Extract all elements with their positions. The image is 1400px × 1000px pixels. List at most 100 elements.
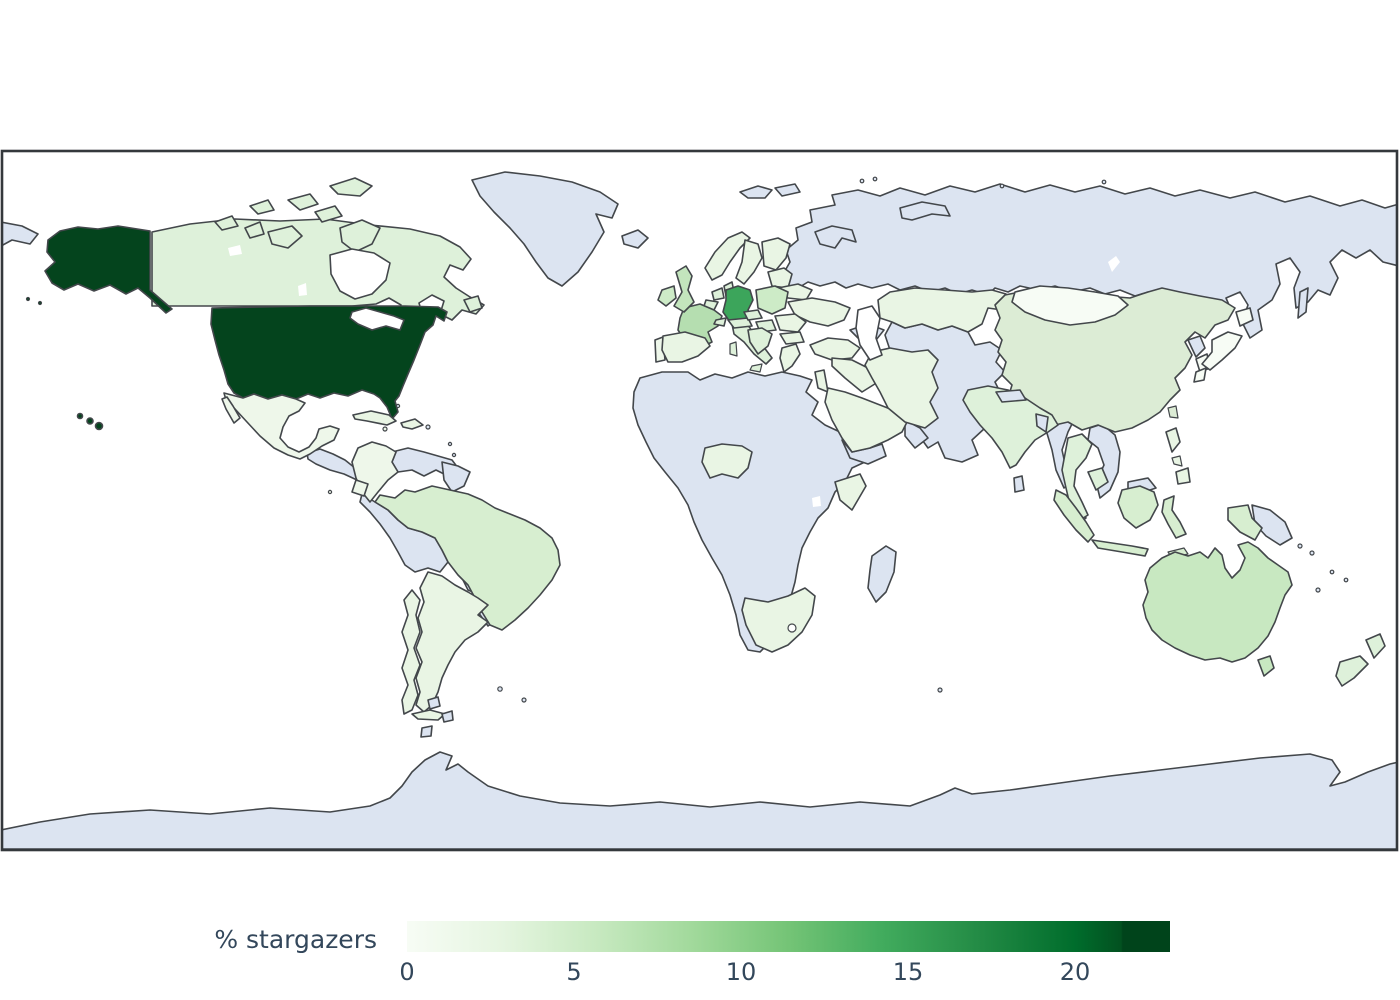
solomon-2 [1309, 550, 1315, 556]
puerto-rico [425, 424, 431, 430]
hudson-bay [329, 248, 391, 300]
country-bulgaria [779, 331, 805, 345]
philippines-mindanao [1175, 467, 1191, 485]
hawaii-1 [76, 412, 84, 420]
map-frame [0, 149, 1399, 852]
colorbar-label: % stargazers [214, 925, 377, 954]
franz-josef-1 [859, 178, 865, 184]
guyanas [441, 461, 471, 493]
jamaica [382, 426, 388, 432]
country-china [994, 287, 1236, 433]
new-siberian-islands [1101, 179, 1107, 185]
country-south-africa [741, 587, 816, 653]
country-cuba [352, 410, 397, 426]
indonesia-borneo [1117, 485, 1159, 529]
country-brazil [374, 485, 561, 631]
newfoundland [463, 295, 483, 313]
country-spain [661, 331, 711, 363]
caspian-sea [855, 305, 883, 361]
country-africa-nodata [632, 371, 876, 653]
colorbar-tick-0: 0 [399, 958, 415, 986]
antarctic-peninsula-island-2 [441, 710, 454, 723]
indonesia-sumatra [1053, 489, 1095, 543]
country-australia [1142, 541, 1293, 663]
franz-josef-2 [872, 176, 878, 182]
solomon-1 [1297, 543, 1303, 549]
country-nepal [995, 389, 1027, 403]
baja-california [221, 396, 241, 424]
country-antarctica [3, 751, 1397, 849]
country-argentina [415, 571, 489, 713]
country-saudi-arabia [824, 387, 909, 453]
baffin-island [339, 219, 381, 253]
country-poland [755, 285, 789, 315]
country-finland [761, 237, 791, 271]
country-kazakhstan [877, 287, 1007, 333]
country-bangladesh [1035, 413, 1049, 433]
antarctic-peninsula-island-1 [427, 696, 441, 710]
country-romania [774, 313, 807, 333]
fiji [1343, 577, 1349, 583]
lake-baikal [1108, 256, 1120, 272]
devon-island [314, 205, 343, 223]
bahamas [395, 403, 401, 409]
sardinia [729, 341, 738, 357]
country-nigeria [701, 443, 753, 479]
balkans [747, 327, 773, 355]
country-united-kingdom [673, 265, 695, 313]
japan-hokkaido [1235, 307, 1254, 327]
country-turkey [809, 337, 861, 361]
country-czechia [743, 309, 763, 321]
great-lakes [349, 307, 405, 331]
russia-kola [814, 225, 857, 249]
kerguelen [937, 687, 943, 693]
indonesia-java [1091, 539, 1149, 557]
colorbar-tick-10: 10 [725, 958, 757, 986]
country-mexico [223, 392, 340, 460]
lake-victoria [812, 496, 821, 507]
country-cambodia [1087, 467, 1109, 491]
iraq-syria [831, 357, 879, 393]
colorbar-tick-5: 5 [566, 958, 582, 986]
country-ecuador [351, 479, 369, 497]
colorbar-tick-15: 15 [892, 958, 924, 986]
arctic-island-c [214, 215, 239, 231]
victoria-island [267, 225, 303, 249]
country-iceland [621, 229, 649, 249]
country-sri-lanka [1013, 475, 1025, 493]
banks-island [244, 221, 265, 239]
country-oman [904, 419, 929, 449]
sicily [749, 363, 763, 373]
great-bear-lake [228, 245, 242, 256]
japan-kyushu [1193, 367, 1207, 383]
country-russia-chukotka-west [3, 221, 39, 246]
country-austria [727, 317, 753, 329]
aleutians [25, 296, 31, 302]
philippines-visayas [1171, 455, 1183, 467]
baltic-states [767, 267, 793, 289]
galapagos [327, 489, 333, 495]
hawaii-2 [86, 417, 94, 425]
colorbar-tick-20: 20 [1059, 958, 1091, 986]
country-usa-mainland [210, 305, 448, 420]
lesser-antilles-1 [447, 441, 453, 447]
country-vietnam-laos [1087, 423, 1121, 499]
country-madagascar [867, 545, 897, 603]
hispaniola [400, 418, 424, 430]
severnaya-zemlya [999, 183, 1005, 189]
country-kenya [834, 473, 867, 511]
tierra-del-fuego [411, 709, 446, 721]
philippines-luzon [1165, 427, 1181, 453]
hawaii-3 [94, 421, 104, 431]
country-usa-alaska [44, 225, 173, 314]
svalbard-east [774, 183, 801, 197]
levant [814, 369, 829, 393]
antarctic-peninsula-island-3 [420, 725, 433, 738]
lake-winnipeg [298, 283, 307, 296]
country-netherlands [711, 287, 725, 301]
country-switzerland [713, 317, 727, 327]
country-greece [779, 343, 801, 373]
country-ireland [657, 285, 677, 307]
